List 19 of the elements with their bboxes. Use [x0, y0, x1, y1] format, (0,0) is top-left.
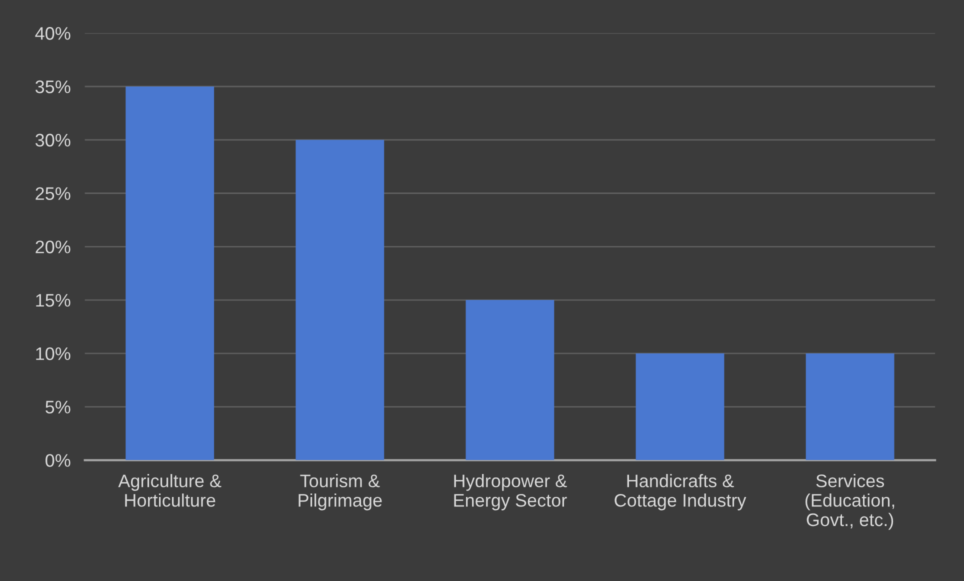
y-tick-label: 5% [46, 400, 70, 414]
bar [806, 353, 894, 460]
x-tick-label: Hydropower & Energy Sector [454, 474, 567, 510]
y-tick-label: 15% [36, 294, 70, 307]
bar [126, 86, 214, 460]
x-tick-label: Agriculture & Horticulture [118, 474, 222, 507]
bar [466, 300, 554, 460]
y-tick-label: 30% [35, 134, 70, 147]
y-tick-label: 20% [36, 240, 70, 254]
bar [636, 353, 724, 460]
y-tick-label: 35% [35, 80, 70, 94]
y-tick-label: 0% [46, 454, 70, 467]
bar [296, 140, 384, 460]
y-tick-label: 10% [36, 347, 70, 360]
x-tick-label: Services (Education, Govt., etc.) [806, 474, 894, 530]
y-tick-label: 40% [35, 27, 70, 40]
x-tick-label: Handicrafts & Cottage Industry [614, 474, 746, 510]
y-tick-label: 25% [36, 187, 70, 200]
x-tick-label: Tourism & Pilgrimage [298, 474, 382, 510]
